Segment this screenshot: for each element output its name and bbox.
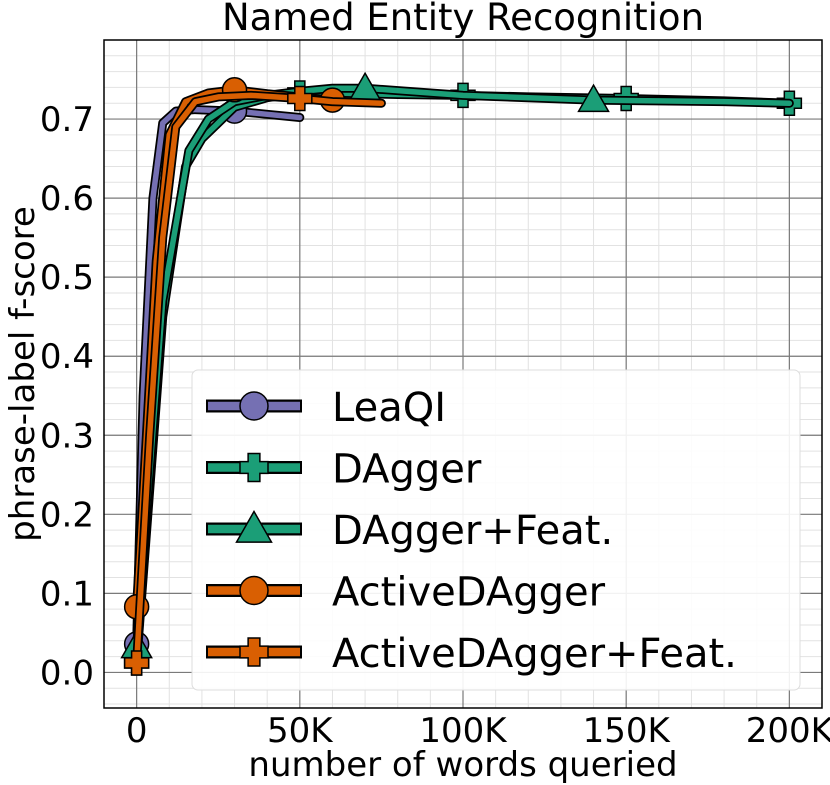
legend-marker [239,575,269,606]
legend: LeaQI DAgger DAgger+Feat. ActiveDAgger Activ… [191,369,801,691]
legend-item: ActiveDAgger [206,570,606,616]
legend-item: DAgger [206,447,482,493]
legend-box [191,369,801,691]
x-tick-label: 0 [126,711,148,751]
legend-label: DAgger+Feat. [332,508,613,554]
chart-title: Named Entity Recognition [222,0,704,39]
legend-item: ActiveDAgger+Feat. [206,631,737,677]
series-dagger-feat- [120,71,794,659]
y-axis-ticks: 0.0 0.1 0.2 0.3 0.4 0.5 0.6 0.7 [40,100,94,693]
x-axis-title: number of words queried [248,745,677,785]
legend-label: DAgger [332,447,482,493]
series-activedagger-feat- [123,85,386,676]
y-tick-label: 0.6 [40,179,94,219]
series-layer [120,71,803,676]
x-tick-label: 50K [267,711,334,751]
legend-item: LeaQI [206,385,446,431]
legend-marker [239,452,269,483]
series-line [133,106,303,647]
y-tick-label: 0.4 [40,337,94,377]
plot-frame [103,39,823,709]
legend-marker [239,637,269,667]
x-axis-ticks: 0 50K 100K 150K 200K [126,711,830,751]
y-tick-label: 0.0 [40,653,94,693]
legend-label: LeaQI [332,385,446,431]
y-tick-label: 0.1 [40,574,94,614]
x-tick-label: 100K [419,711,508,751]
x-tick-label: 150K [583,711,672,751]
legend-label: ActiveDAgger+Feat. [332,631,737,677]
data-point [577,83,610,113]
y-tick-label: 0.7 [40,100,94,140]
y-tick-label: 0.2 [40,495,94,535]
y-tick-label: 0.3 [40,416,94,456]
data-point [287,85,313,112]
series-line [133,85,793,650]
data-point [123,650,150,676]
y-axis-title: phrase-label f-score [3,206,43,542]
legend-label: ActiveDAgger [332,570,606,616]
series-line [133,92,385,666]
y-tick-label: 0.5 [40,258,94,298]
x-tick-label: 200K [746,711,830,751]
legend-item: DAgger+Feat. [206,508,613,554]
legend-marker [239,391,269,421]
legend-marker [235,509,273,543]
